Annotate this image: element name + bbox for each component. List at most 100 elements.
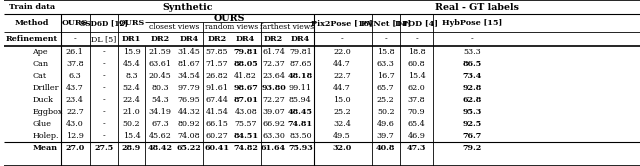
Text: 49.5: 49.5 bbox=[333, 132, 351, 140]
Text: DR2: DR2 bbox=[264, 35, 283, 43]
Text: 75.57: 75.57 bbox=[234, 120, 257, 128]
Text: 84.51: 84.51 bbox=[233, 132, 259, 140]
Text: 15.0: 15.0 bbox=[333, 96, 351, 104]
Text: 21.59: 21.59 bbox=[149, 48, 172, 56]
Text: 27.5: 27.5 bbox=[94, 144, 113, 152]
Text: -: - bbox=[102, 60, 105, 68]
Text: -: - bbox=[102, 72, 105, 80]
Text: 25.2: 25.2 bbox=[333, 108, 351, 116]
Text: 26.1: 26.1 bbox=[66, 48, 84, 56]
Text: 97.79: 97.79 bbox=[178, 84, 200, 92]
Text: 48.45: 48.45 bbox=[288, 108, 313, 116]
Text: DR4: DR4 bbox=[291, 35, 310, 43]
Text: 37.8: 37.8 bbox=[408, 96, 426, 104]
Text: 15.4: 15.4 bbox=[123, 132, 140, 140]
Text: 22.7: 22.7 bbox=[333, 72, 351, 80]
Text: 71.57: 71.57 bbox=[205, 60, 228, 68]
Text: Ape: Ape bbox=[32, 48, 48, 56]
Text: 81.67: 81.67 bbox=[178, 60, 200, 68]
Text: -: - bbox=[102, 48, 105, 56]
Text: 44.32: 44.32 bbox=[177, 108, 200, 116]
Text: 44.7: 44.7 bbox=[333, 84, 351, 92]
Text: 34.54: 34.54 bbox=[178, 72, 200, 80]
Text: 6.3: 6.3 bbox=[68, 72, 81, 80]
Text: OURS: OURS bbox=[61, 19, 88, 27]
Text: 45.4: 45.4 bbox=[123, 60, 140, 68]
Text: 43.7: 43.7 bbox=[66, 84, 84, 92]
Text: DR1: DR1 bbox=[122, 35, 141, 43]
Text: 49.6: 49.6 bbox=[377, 120, 395, 128]
Text: farthest views: farthest views bbox=[260, 23, 314, 31]
Text: 53.3: 53.3 bbox=[463, 48, 481, 56]
Text: 86.5: 86.5 bbox=[463, 60, 482, 68]
Text: closest views: closest views bbox=[149, 23, 200, 31]
Text: Duck: Duck bbox=[32, 96, 53, 104]
Text: 87.01: 87.01 bbox=[233, 96, 258, 104]
Text: 47.3: 47.3 bbox=[407, 144, 426, 152]
Text: 32.4: 32.4 bbox=[333, 120, 351, 128]
Text: 67.3: 67.3 bbox=[152, 120, 169, 128]
Text: 25.2: 25.2 bbox=[377, 96, 395, 104]
Text: 66.92: 66.92 bbox=[262, 120, 285, 128]
Text: -: - bbox=[102, 84, 105, 92]
Text: 95.3: 95.3 bbox=[463, 108, 482, 116]
Text: 23.64: 23.64 bbox=[262, 72, 285, 80]
Text: Can: Can bbox=[32, 60, 48, 68]
Text: 76.7: 76.7 bbox=[463, 132, 482, 140]
Text: Eggbox: Eggbox bbox=[32, 108, 63, 116]
Text: 79.81: 79.81 bbox=[289, 48, 312, 56]
Text: 54.3: 54.3 bbox=[152, 96, 169, 104]
Text: 85.94: 85.94 bbox=[289, 96, 312, 104]
Text: Glue: Glue bbox=[32, 120, 51, 128]
Text: 72.37: 72.37 bbox=[262, 60, 285, 68]
Text: -: - bbox=[415, 35, 418, 43]
Text: 63.61: 63.61 bbox=[148, 60, 172, 68]
Text: Holep.: Holep. bbox=[32, 132, 59, 140]
Text: Driller: Driller bbox=[32, 84, 59, 92]
Text: 22.7: 22.7 bbox=[66, 108, 84, 116]
Text: 72.27: 72.27 bbox=[262, 96, 285, 104]
Text: 83.50: 83.50 bbox=[289, 132, 312, 140]
Text: 66.15: 66.15 bbox=[205, 120, 228, 128]
Text: 67.44: 67.44 bbox=[205, 96, 228, 104]
Text: PVNet [14]: PVNet [14] bbox=[361, 19, 411, 27]
Text: 74.08: 74.08 bbox=[178, 132, 200, 140]
Text: 87.65: 87.65 bbox=[289, 60, 312, 68]
Text: 80.92: 80.92 bbox=[178, 120, 200, 128]
Text: 23.4: 23.4 bbox=[66, 96, 84, 104]
Text: 43.0: 43.0 bbox=[66, 120, 84, 128]
Text: Cat: Cat bbox=[32, 72, 46, 80]
Text: -: - bbox=[102, 132, 105, 140]
Text: Train data: Train data bbox=[9, 3, 55, 11]
Text: 60.27: 60.27 bbox=[205, 132, 228, 140]
Text: SSD6D [12]: SSD6D [12] bbox=[80, 19, 127, 27]
Text: 22.0: 22.0 bbox=[333, 48, 351, 56]
Text: Synthetic: Synthetic bbox=[163, 2, 213, 11]
Text: 46.9: 46.9 bbox=[408, 132, 426, 140]
Text: 20.45: 20.45 bbox=[149, 72, 172, 80]
Text: 65.7: 65.7 bbox=[377, 84, 394, 92]
Text: 39.7: 39.7 bbox=[377, 132, 395, 140]
Text: DL [5]: DL [5] bbox=[91, 35, 116, 43]
Text: 62.8: 62.8 bbox=[463, 96, 482, 104]
Text: 28.9: 28.9 bbox=[122, 144, 141, 152]
Text: 75.93: 75.93 bbox=[288, 144, 313, 152]
Text: 65.22: 65.22 bbox=[177, 144, 202, 152]
Text: 80.3: 80.3 bbox=[152, 84, 169, 92]
Text: HybPose [15]: HybPose [15] bbox=[442, 19, 502, 27]
Text: 41.54: 41.54 bbox=[205, 108, 228, 116]
Text: 63.3: 63.3 bbox=[377, 60, 395, 68]
Text: 91.61: 91.61 bbox=[205, 84, 228, 92]
Text: 73.4: 73.4 bbox=[463, 72, 482, 80]
Text: 50.2: 50.2 bbox=[377, 108, 394, 116]
Text: 50.2: 50.2 bbox=[123, 120, 140, 128]
Text: 44.7: 44.7 bbox=[333, 60, 351, 68]
Text: 48.18: 48.18 bbox=[288, 72, 313, 80]
Text: 31.45: 31.45 bbox=[178, 48, 200, 56]
Text: 88.05: 88.05 bbox=[234, 60, 258, 68]
Text: 18.8: 18.8 bbox=[408, 48, 426, 56]
Text: Mean: Mean bbox=[32, 144, 57, 152]
Text: 34.19: 34.19 bbox=[148, 108, 172, 116]
Text: 60.8: 60.8 bbox=[408, 60, 426, 68]
Text: 16.7: 16.7 bbox=[377, 72, 395, 80]
